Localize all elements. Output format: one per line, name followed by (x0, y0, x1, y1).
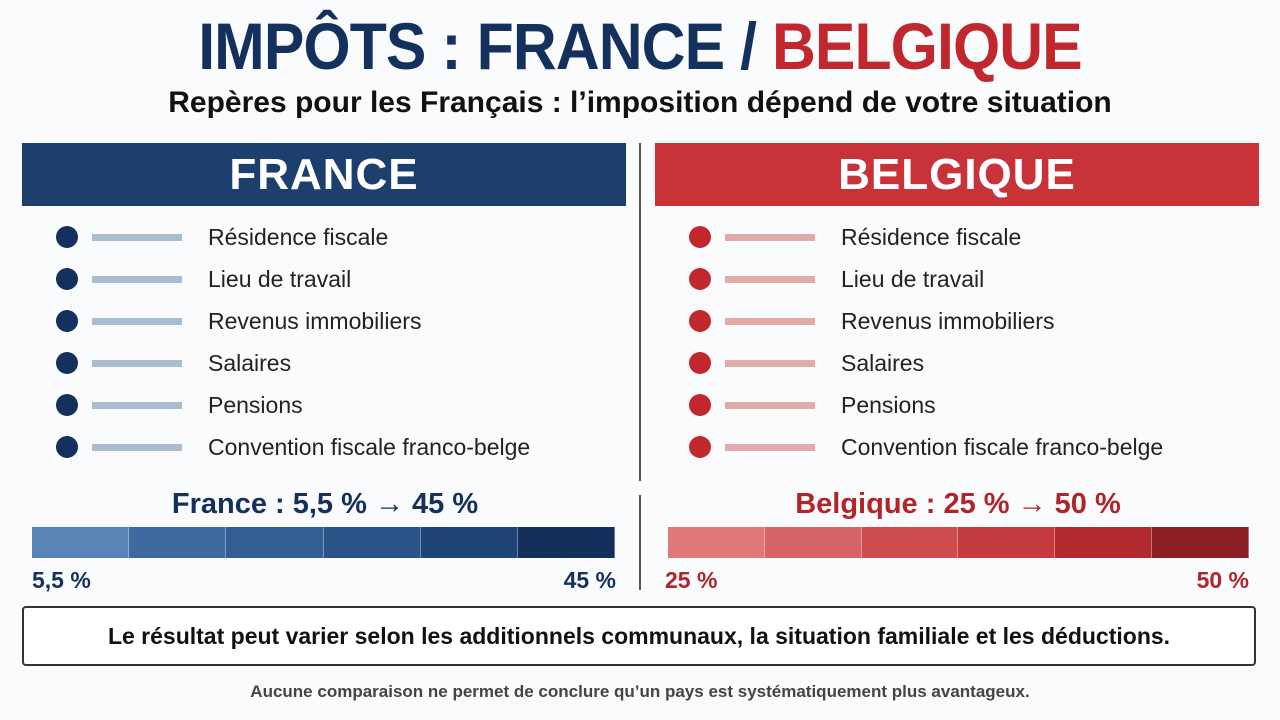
dash (725, 402, 815, 409)
dash (725, 444, 815, 451)
bullet (56, 394, 78, 416)
divider (639, 495, 641, 590)
bullet (689, 268, 711, 290)
footer: Aucune comparaison ne permet de conclure… (250, 682, 1030, 701)
rate-label: Belgique : 25 % → 50 % (795, 488, 1121, 520)
title-part: BELGIQUE (772, 9, 1083, 83)
title-part: IMPÔTS : FRANCE / (198, 9, 757, 83)
dash (92, 234, 182, 241)
bullet (689, 436, 711, 458)
item-label: Salaires (841, 350, 925, 376)
scale-max: 45 % (563, 567, 616, 593)
bullet (56, 436, 78, 458)
scale-max: 50 % (1196, 567, 1249, 593)
subtitle: Repères pour les Français : l’imposition… (168, 86, 1112, 119)
bullet (689, 394, 711, 416)
bullet (56, 226, 78, 248)
item-label: Pensions (841, 392, 936, 418)
panel-header: BELGIQUE (655, 143, 1259, 206)
bullet (56, 268, 78, 290)
dash (92, 318, 182, 325)
scale-min: 5,5 % (32, 567, 91, 593)
rate-label: France : 5,5 % → 45 % (171, 488, 479, 520)
dash (725, 360, 815, 367)
item-label: Lieu de travail (841, 266, 985, 292)
note: Le résultat peut varier selon les additi… (22, 606, 1256, 666)
item-label: Lieu de travail (208, 266, 352, 292)
item-label: Résidence fiscale (841, 224, 1022, 250)
bullet (689, 310, 711, 332)
rate-bar (668, 527, 1249, 558)
bullet (689, 226, 711, 248)
title: IMPÔTS : FRANCE / BELGIQUE (51, 8, 1229, 84)
bullet (56, 352, 78, 374)
dash (725, 276, 815, 283)
dash (92, 444, 182, 451)
item-label: Pensions (208, 392, 303, 418)
dash (92, 276, 182, 283)
panel-header: FRANCE (22, 143, 626, 206)
item-label: Salaires (208, 350, 292, 376)
scale-min: 25 % (665, 567, 718, 593)
dash (92, 402, 182, 409)
bullet (56, 310, 78, 332)
dash (725, 318, 815, 325)
item-label: Revenus immobiliers (841, 308, 1055, 334)
bullet (689, 352, 711, 374)
divider (639, 143, 641, 481)
item-label: Convention fiscale franco-belge (208, 434, 531, 460)
item-label: Convention fiscale franco-belge (841, 434, 1164, 460)
rate-bar (32, 527, 616, 558)
item-label: Revenus immobiliers (208, 308, 422, 334)
dash (725, 234, 815, 241)
dash (92, 360, 182, 367)
item-label: Résidence fiscale (208, 224, 389, 250)
